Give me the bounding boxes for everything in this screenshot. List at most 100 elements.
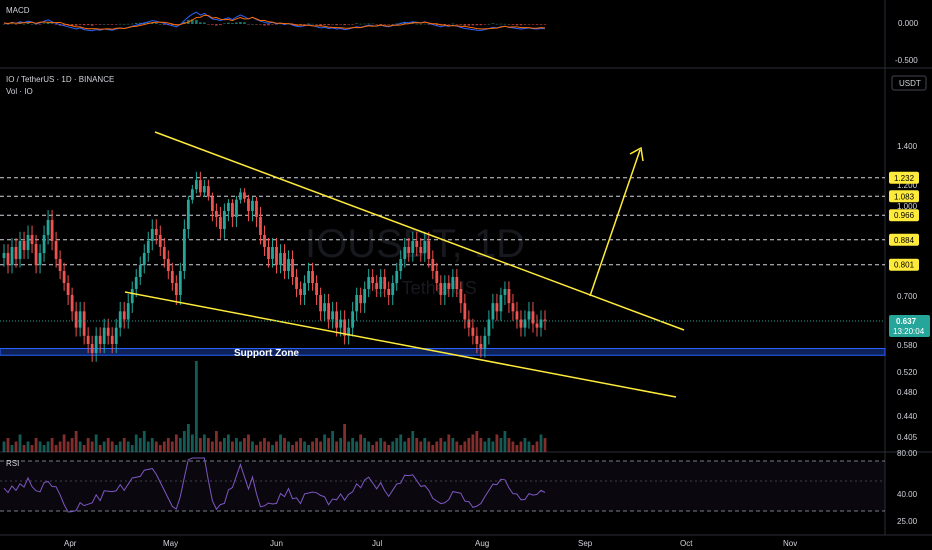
volume-bar bbox=[82, 445, 86, 452]
volume-legend[interactable]: Vol · IO bbox=[6, 87, 33, 96]
macd-bar bbox=[98, 24, 102, 25]
time-axis[interactable]: Apr May Jun Jul Aug Sep Oct Nov bbox=[64, 539, 797, 548]
candle-body bbox=[387, 289, 391, 295]
volume-bar bbox=[247, 434, 250, 452]
candle-body bbox=[351, 311, 355, 328]
volume-bar bbox=[339, 438, 343, 452]
volume-bar bbox=[146, 441, 150, 452]
price-tick: 1.200 bbox=[897, 181, 918, 190]
volume-bar bbox=[519, 441, 523, 452]
candle-body bbox=[122, 311, 126, 320]
candle-body bbox=[439, 283, 443, 295]
volume-bar bbox=[202, 434, 206, 452]
volume-bar bbox=[267, 441, 270, 452]
macd-bar bbox=[150, 22, 154, 24]
candle-body bbox=[475, 335, 479, 344]
candle-body bbox=[315, 283, 318, 295]
macd-bar bbox=[415, 23, 419, 25]
macd-bar bbox=[487, 23, 491, 25]
macd-bar bbox=[122, 23, 126, 25]
rsi-tick: 25.00 bbox=[897, 517, 918, 526]
volume-bar bbox=[190, 434, 194, 452]
macd-bar bbox=[102, 24, 106, 25]
macd-bar bbox=[443, 24, 447, 25]
macd-bar bbox=[251, 24, 254, 25]
candle-body bbox=[339, 319, 343, 328]
macd-bar bbox=[154, 23, 158, 24]
volume-bar bbox=[170, 441, 174, 452]
macd-bar bbox=[323, 24, 326, 25]
macd-bar bbox=[82, 24, 86, 26]
volume-bar bbox=[38, 441, 42, 452]
price-pane[interactable]: IOUSDT, 1D IO / TetherUS IO / TetherUS ·… bbox=[0, 75, 930, 452]
macd-bar bbox=[62, 24, 66, 26]
macd-bar bbox=[427, 24, 431, 25]
volume-bar bbox=[447, 434, 451, 452]
candle-body bbox=[435, 271, 439, 283]
candle-body bbox=[166, 259, 170, 271]
symbol-title[interactable]: IO / TetherUS · 1D · BINANCE bbox=[6, 75, 114, 84]
candle-body bbox=[18, 241, 22, 259]
macd-bar bbox=[467, 24, 471, 26]
level-tag bbox=[889, 190, 919, 203]
currency-button[interactable] bbox=[891, 75, 927, 91]
candle-body bbox=[343, 319, 347, 336]
macd-bar bbox=[78, 24, 82, 25]
macd-pane[interactable]: MACD 0.000 -0.500 bbox=[2, 6, 919, 65]
macd-bar bbox=[403, 22, 407, 24]
volume-bar bbox=[415, 438, 419, 452]
macd-bar bbox=[355, 23, 358, 24]
candle-body bbox=[507, 289, 511, 304]
candle-body bbox=[447, 283, 451, 289]
macd-bar bbox=[319, 24, 322, 26]
volume-bar bbox=[10, 445, 14, 452]
volume-bar bbox=[499, 438, 503, 452]
volume-bar bbox=[106, 438, 110, 452]
volume-bar bbox=[407, 438, 411, 452]
volume-bar bbox=[70, 438, 74, 452]
macd-bar bbox=[263, 24, 266, 26]
volume-bar bbox=[18, 434, 22, 452]
macd-bar bbox=[22, 23, 26, 25]
macd-tick: 0.000 bbox=[898, 19, 919, 28]
volume-bar bbox=[399, 434, 403, 452]
price-tick: 0.480 bbox=[897, 388, 918, 397]
macd-bar bbox=[211, 24, 214, 25]
candle-body bbox=[443, 283, 447, 295]
volume-bar bbox=[263, 438, 266, 452]
volume-bar bbox=[251, 441, 254, 452]
candle-body bbox=[451, 277, 455, 289]
macd-bar bbox=[311, 23, 314, 25]
price-tick: 0.580 bbox=[897, 341, 918, 350]
rsi-pane[interactable]: RSI 80.00 40.00 25.00 bbox=[0, 449, 918, 526]
macd-bar bbox=[94, 24, 98, 25]
volume-bar bbox=[375, 441, 379, 452]
volume-bar bbox=[214, 431, 218, 452]
volume-bar bbox=[439, 438, 443, 452]
macd-bar bbox=[54, 24, 58, 25]
candle-body bbox=[499, 295, 503, 312]
volume-bar bbox=[511, 441, 515, 452]
volume-bar bbox=[299, 438, 302, 452]
candle-body bbox=[162, 247, 166, 259]
upper-trendline[interactable] bbox=[154, 131, 685, 331]
macd-bar bbox=[367, 23, 370, 25]
macd-bar bbox=[459, 24, 463, 25]
candle-body bbox=[178, 271, 182, 295]
macd-bar bbox=[423, 23, 427, 25]
volume-bar bbox=[383, 441, 387, 452]
price-axis[interactable]: 1.400 1.200 1.000 0.700 0.580 0.520 0.48… bbox=[897, 142, 918, 442]
lower-trendline[interactable] bbox=[124, 291, 677, 398]
macd-bar bbox=[42, 23, 46, 24]
volume-bar bbox=[279, 434, 282, 452]
volume-bar bbox=[467, 438, 471, 452]
volume-bar bbox=[475, 431, 479, 452]
candle-body bbox=[74, 311, 78, 328]
candle-body bbox=[267, 247, 270, 259]
volume-bar bbox=[303, 441, 306, 452]
candle-body bbox=[403, 247, 407, 259]
macd-bar bbox=[447, 24, 451, 25]
macd-bar bbox=[527, 24, 531, 25]
breakout-arrow[interactable] bbox=[589, 149, 641, 297]
candle-body bbox=[491, 303, 495, 320]
